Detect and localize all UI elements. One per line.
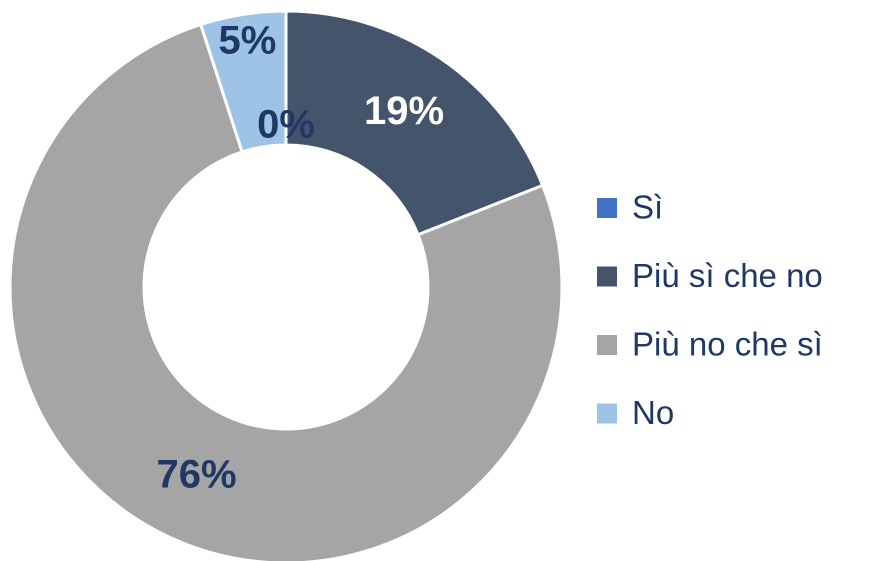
legend-label: No — [632, 394, 674, 431]
legend-swatch — [597, 198, 617, 218]
donut-slice — [198, 9, 288, 154]
legend-swatch — [597, 335, 617, 355]
data-label: 76% — [157, 453, 237, 497]
legend-label: Sì — [632, 189, 663, 226]
donut-slice — [8, 22, 564, 561]
legend-swatch — [597, 403, 617, 424]
donut-slice — [284, 9, 545, 237]
data-label: 19% — [364, 89, 444, 133]
legend-swatch — [597, 266, 617, 287]
legend-label: Più no che sì — [632, 326, 823, 363]
data-label: 0% — [257, 103, 315, 147]
legend-label: Più sì che no — [632, 257, 823, 294]
data-label: 5% — [218, 19, 276, 63]
